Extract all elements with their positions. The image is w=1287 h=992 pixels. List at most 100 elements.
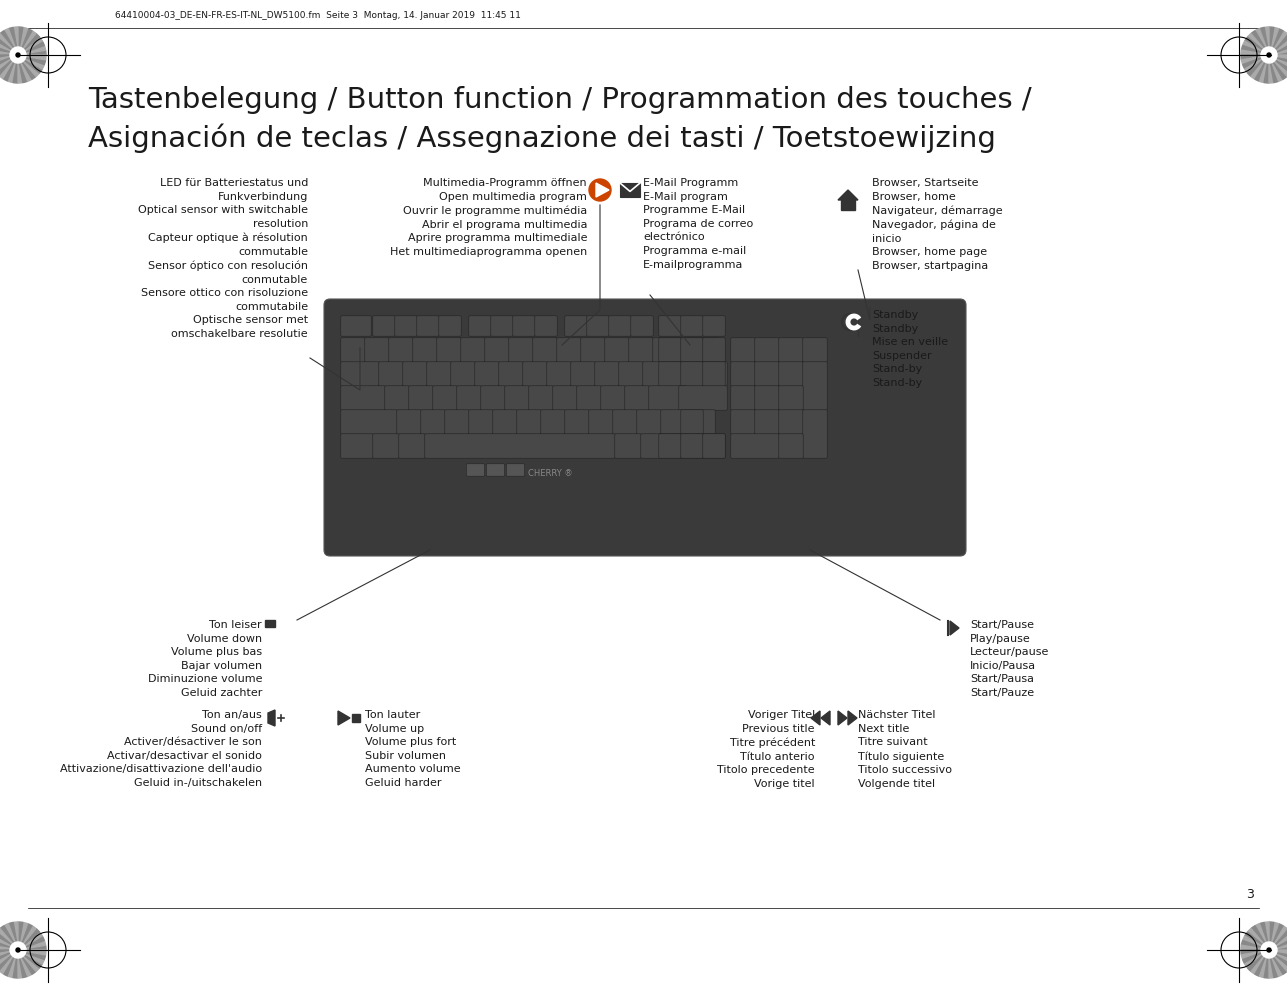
FancyBboxPatch shape xyxy=(642,362,667,386)
Polygon shape xyxy=(1251,950,1269,974)
Polygon shape xyxy=(1243,950,1269,964)
Polygon shape xyxy=(1269,46,1287,55)
Polygon shape xyxy=(0,55,18,73)
Polygon shape xyxy=(1260,950,1269,977)
Text: E-Mail Programm
E-Mail program
Programme E-Mail
Programa de correo
electrónico
P: E-Mail Programm E-Mail program Programme… xyxy=(644,178,753,270)
FancyBboxPatch shape xyxy=(395,315,417,336)
Circle shape xyxy=(10,47,26,63)
Polygon shape xyxy=(1247,55,1269,76)
Circle shape xyxy=(589,179,611,201)
Polygon shape xyxy=(4,924,18,950)
Polygon shape xyxy=(18,950,40,971)
FancyBboxPatch shape xyxy=(324,299,967,556)
Polygon shape xyxy=(1269,28,1278,55)
FancyBboxPatch shape xyxy=(565,315,587,336)
Polygon shape xyxy=(1245,932,1269,950)
Polygon shape xyxy=(0,51,18,55)
FancyBboxPatch shape xyxy=(779,362,803,386)
FancyBboxPatch shape xyxy=(341,434,373,458)
FancyBboxPatch shape xyxy=(533,338,557,362)
Polygon shape xyxy=(1269,34,1287,55)
Polygon shape xyxy=(0,950,18,974)
Polygon shape xyxy=(18,926,36,950)
FancyBboxPatch shape xyxy=(517,410,542,434)
Polygon shape xyxy=(0,926,18,950)
Polygon shape xyxy=(1269,950,1278,977)
FancyBboxPatch shape xyxy=(677,338,719,362)
Polygon shape xyxy=(0,940,18,950)
Polygon shape xyxy=(0,34,18,55)
Polygon shape xyxy=(0,55,18,60)
Circle shape xyxy=(1266,948,1272,952)
Polygon shape xyxy=(1269,55,1287,79)
FancyBboxPatch shape xyxy=(389,338,413,362)
Polygon shape xyxy=(338,711,350,725)
Polygon shape xyxy=(811,711,820,725)
Text: Nächster Titel
Next title
Titre suivant
Título siguiente
Titolo successivo
Volge: Nächster Titel Next title Titre suivant … xyxy=(858,710,952,789)
FancyBboxPatch shape xyxy=(364,338,389,362)
Polygon shape xyxy=(1264,27,1269,55)
Polygon shape xyxy=(0,950,18,959)
Polygon shape xyxy=(1251,926,1269,950)
Polygon shape xyxy=(1247,950,1269,971)
Polygon shape xyxy=(1264,55,1269,83)
FancyBboxPatch shape xyxy=(409,386,434,411)
Polygon shape xyxy=(1269,922,1274,950)
Polygon shape xyxy=(1242,940,1269,950)
Polygon shape xyxy=(1255,55,1269,81)
Text: 64410004-03_DE-EN-FR-ES-IT-NL_DW5100.fm  Seite 3  Montag, 14. Januar 2019  11:45: 64410004-03_DE-EN-FR-ES-IT-NL_DW5100.fm … xyxy=(115,11,521,20)
FancyBboxPatch shape xyxy=(508,338,533,362)
Polygon shape xyxy=(9,55,18,82)
Polygon shape xyxy=(18,55,45,64)
FancyBboxPatch shape xyxy=(378,362,403,386)
FancyBboxPatch shape xyxy=(529,386,553,411)
Polygon shape xyxy=(0,37,18,55)
FancyBboxPatch shape xyxy=(445,410,470,434)
Circle shape xyxy=(1261,47,1277,63)
FancyBboxPatch shape xyxy=(754,410,779,434)
Bar xyxy=(265,620,275,627)
Polygon shape xyxy=(1269,932,1287,950)
FancyBboxPatch shape xyxy=(703,434,725,458)
Polygon shape xyxy=(0,950,18,955)
FancyBboxPatch shape xyxy=(341,410,398,434)
FancyBboxPatch shape xyxy=(457,386,481,411)
FancyBboxPatch shape xyxy=(681,434,703,458)
Polygon shape xyxy=(1264,950,1269,978)
FancyBboxPatch shape xyxy=(535,315,557,336)
Polygon shape xyxy=(1255,950,1269,976)
Polygon shape xyxy=(0,31,18,55)
FancyBboxPatch shape xyxy=(605,338,629,362)
FancyBboxPatch shape xyxy=(667,434,694,458)
FancyBboxPatch shape xyxy=(649,386,687,411)
Polygon shape xyxy=(18,55,36,79)
Polygon shape xyxy=(18,55,42,73)
Polygon shape xyxy=(1269,950,1287,959)
Polygon shape xyxy=(18,929,40,950)
Polygon shape xyxy=(1269,37,1287,55)
Polygon shape xyxy=(1269,55,1274,83)
FancyBboxPatch shape xyxy=(779,386,803,411)
FancyBboxPatch shape xyxy=(779,338,803,362)
Polygon shape xyxy=(1241,945,1269,950)
Polygon shape xyxy=(9,28,18,55)
Text: LED für Batteriestatus und
Funkverbindung
Optical sensor with switchable
resolut: LED für Batteriestatus und Funkverbindun… xyxy=(138,178,308,339)
FancyBboxPatch shape xyxy=(341,315,371,336)
Text: Voriger Titel
Previous title
Titre précédent
Título anterio
Titolo precedente
Vo: Voriger Titel Previous title Titre précé… xyxy=(717,710,815,789)
FancyBboxPatch shape xyxy=(461,338,485,362)
FancyBboxPatch shape xyxy=(425,434,615,458)
FancyBboxPatch shape xyxy=(475,362,499,386)
Polygon shape xyxy=(0,950,18,968)
Circle shape xyxy=(10,942,26,958)
Polygon shape xyxy=(1247,929,1269,950)
Polygon shape xyxy=(18,55,32,81)
FancyBboxPatch shape xyxy=(595,362,619,386)
Polygon shape xyxy=(18,922,23,950)
Polygon shape xyxy=(1264,922,1269,950)
Polygon shape xyxy=(18,55,40,76)
Polygon shape xyxy=(18,46,45,55)
Text: Ton lauter
Volume up
Volume plus fort
Subir volumen
Aumento volume
Geluid harder: Ton lauter Volume up Volume plus fort Su… xyxy=(366,710,461,788)
Polygon shape xyxy=(1255,924,1269,950)
FancyBboxPatch shape xyxy=(678,386,727,411)
FancyBboxPatch shape xyxy=(373,315,395,336)
